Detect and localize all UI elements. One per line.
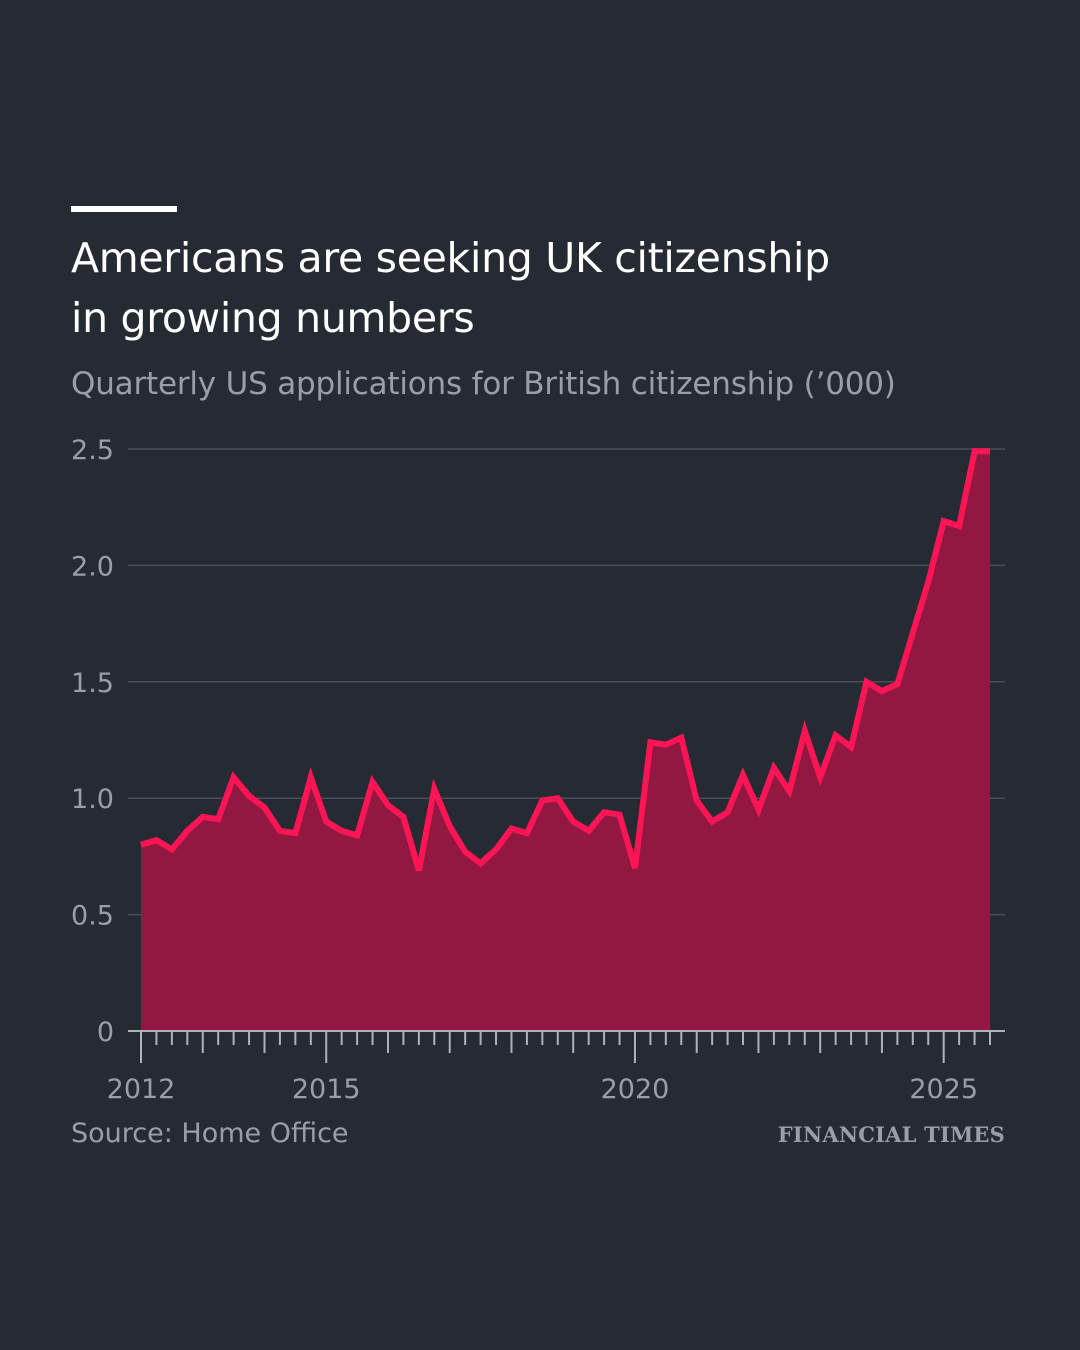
chart-subtitle: Quarterly US applications for British ci…	[71, 366, 896, 402]
x-tick-label: 2020	[601, 1074, 670, 1105]
series-line	[140, 448, 990, 872]
x-tick-label: 2015	[292, 1074, 361, 1105]
y-tick-label: 2.5	[71, 435, 114, 466]
title-rule	[71, 206, 177, 212]
source-note: Source: Home Office	[71, 1118, 349, 1149]
chart-title-line-1: Americans are seeking UK citizenship	[71, 234, 830, 282]
y-tick-label: 0	[97, 1017, 114, 1048]
y-tick-label: 2.0	[71, 551, 114, 582]
chart-title: Americans are seeking UK citizenship in …	[71, 228, 1031, 348]
publisher-logo: FINANCIAL TIMES	[777, 1122, 1005, 1147]
y-tick-label: 1.0	[71, 784, 114, 815]
x-tick-label: 2012	[107, 1074, 176, 1105]
chart-title-line-2: in growing numbers	[71, 294, 475, 342]
x-tick-label: 2025	[909, 1074, 978, 1105]
y-tick-label: 0.5	[71, 901, 114, 932]
series-area	[141, 451, 990, 1031]
y-tick-label: 1.5	[71, 668, 114, 699]
